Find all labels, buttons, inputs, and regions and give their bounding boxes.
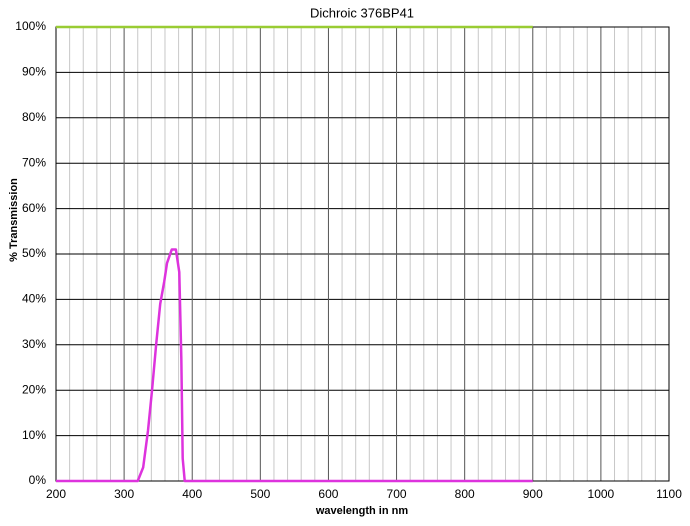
x-tick-label: 600 [318, 487, 338, 501]
y-tick-label: 100% [15, 19, 46, 33]
chart-title: Dichroic 376BP41 [310, 5, 414, 20]
line-series [56, 248, 533, 483]
y-tick-label: 40% [22, 292, 46, 306]
x-tick-label: 700 [387, 487, 407, 501]
y-tick-label: 30% [22, 337, 46, 351]
y-tick-label: 60% [22, 201, 46, 215]
y-tick-label: 10% [22, 428, 46, 442]
x-tick-label: 500 [250, 487, 270, 501]
y-tick-label: 0% [29, 473, 47, 487]
x-tick-label: 200 [46, 487, 66, 501]
x-tick-label: 900 [523, 487, 543, 501]
x-tick-label: 1000 [588, 487, 615, 501]
y-tick-label: 80% [22, 110, 46, 124]
y-tick-label: 50% [22, 246, 46, 260]
x-tick-label: 1100 [656, 487, 682, 501]
x-tick-label: 300 [114, 487, 134, 501]
y-tick-label: 70% [22, 155, 46, 169]
x-tick-label: 400 [182, 487, 202, 501]
y-tick-label: 90% [22, 65, 46, 79]
y-axis-title: % Transmission [8, 178, 20, 262]
y-tick-label: 20% [22, 382, 46, 396]
x-tick-label: 800 [455, 487, 475, 501]
x-axis-title: wavelength in nm [315, 505, 409, 517]
